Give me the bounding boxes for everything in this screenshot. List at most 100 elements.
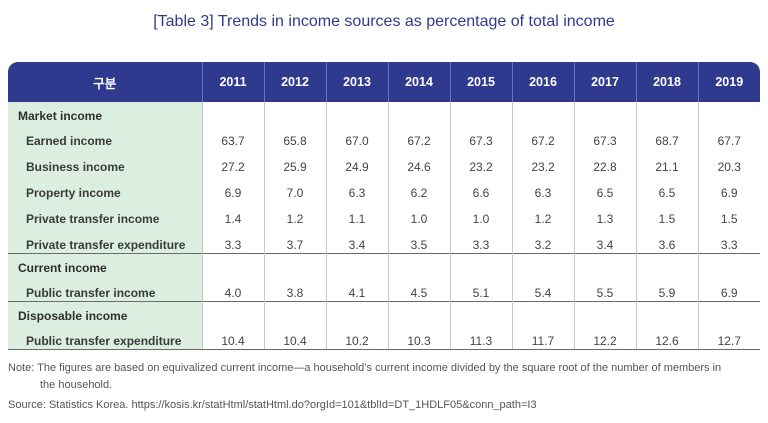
- value-cell: 68.7: [636, 123, 699, 149]
- year-header: 2015: [450, 62, 513, 102]
- value-cell: 10.2: [326, 323, 389, 350]
- value-cell: 6.9: [720, 186, 738, 200]
- empty-cell: [264, 253, 327, 275]
- table-row: Private transfer expenditure 3.3 3.7 3.4 3.5…: [8, 227, 760, 254]
- value-cell: 23.2: [450, 149, 513, 175]
- value-cell: 3.5: [388, 227, 451, 254]
- value-cell: 4.1: [326, 275, 389, 302]
- value-cell: 3.4: [574, 227, 637, 254]
- value-cell: 3.4: [326, 227, 389, 254]
- empty-cell: [326, 253, 389, 275]
- value-cell: 6.2: [388, 175, 451, 201]
- value-cell: 67.3: [574, 123, 637, 149]
- empty-cell: [202, 301, 265, 323]
- empty-cell: [574, 253, 637, 275]
- table-body: Market income Earned income 63.7 65.8 67.0 67…: [8, 102, 760, 350]
- value-cell: 67.3: [450, 123, 513, 149]
- value-cell: 5.1: [450, 275, 513, 302]
- year-header: 2012: [264, 62, 327, 102]
- value-cell: 6.3: [512, 175, 575, 201]
- group-label: Market income: [8, 102, 203, 123]
- empty-cell: [574, 102, 637, 123]
- empty-cell: [202, 102, 265, 123]
- empty-cell: [388, 253, 451, 275]
- group-label: Disposable income: [8, 301, 203, 323]
- corner-header: 구분: [8, 62, 203, 102]
- empty-cell: [264, 301, 327, 323]
- empty-cell: [264, 102, 327, 123]
- empty-cell: [326, 102, 389, 123]
- year-header: 2018: [636, 62, 699, 102]
- value-cell: 20.3: [717, 160, 741, 174]
- value-cell: 65.8: [264, 123, 327, 149]
- value-cell: 1.2: [264, 201, 327, 227]
- value-cell: 25.9: [264, 149, 327, 175]
- row-label: Public transfer expenditure: [8, 323, 203, 350]
- empty-cell: [326, 301, 389, 323]
- table-row: Private transfer income 1.4 1.2 1.1 1.0 1.0 1.…: [8, 201, 760, 227]
- value-cell: 3.3: [202, 227, 265, 254]
- value-cell: 1.1: [326, 201, 389, 227]
- empty-cell: [512, 102, 575, 123]
- year-header: 2011: [202, 62, 265, 102]
- value-cell: 10.4: [264, 323, 327, 350]
- empty-cell: [636, 301, 699, 323]
- empty-cell: [512, 253, 575, 275]
- year-header: 2014: [388, 62, 451, 102]
- value-cell: 3.6: [636, 227, 699, 254]
- source-line: Source: Statistics Korea. https://kosis.…: [8, 399, 537, 411]
- table-note: Note: The figures are based on equivaliz…: [8, 360, 760, 394]
- value-cell: 67.2: [512, 123, 575, 149]
- row-label: Public transfer income: [8, 275, 203, 302]
- year-header: 2017: [574, 62, 637, 102]
- value-cell: 3.2: [512, 227, 575, 254]
- row-label: Earned income: [8, 123, 203, 149]
- value-cell: 1.0: [450, 201, 513, 227]
- empty-cell: [450, 253, 513, 275]
- value-cell: 6.5: [574, 175, 637, 201]
- value-cell: 22.8: [574, 149, 637, 175]
- empty-cell: [388, 301, 451, 323]
- value-cell: 27.2: [202, 149, 265, 175]
- value-cell: 67.0: [326, 123, 389, 149]
- value-cell: 4.0: [202, 275, 265, 302]
- empty-cell: [388, 102, 451, 123]
- income-table: 구분 2011 2012 2013 2014 2015 2016 2017 20…: [8, 62, 760, 350]
- value-cell: 63.7: [202, 123, 265, 149]
- empty-cell: [450, 301, 513, 323]
- value-cell: 7.0: [264, 175, 327, 201]
- empty-cell: [636, 253, 699, 275]
- value-cell: 3.8: [264, 275, 327, 302]
- note-line-2: the household.: [40, 379, 113, 391]
- value-cell: 1.0: [388, 201, 451, 227]
- year-header: 2016: [512, 62, 575, 102]
- value-cell: 3.7: [264, 227, 327, 254]
- value-cell: 1.3: [574, 201, 637, 227]
- row-label: Business income: [8, 149, 203, 175]
- value-cell: 6.6: [450, 175, 513, 201]
- income-table-container: 구분 2011 2012 2013 2014 2015 2016 2017 20…: [8, 62, 760, 350]
- empty-cell: [512, 301, 575, 323]
- value-cell: 6.5: [636, 175, 699, 201]
- table-row: Property income 6.9 7.0 6.3 6.2 6.6 6.3 6.5 6.5 6…: [8, 175, 760, 201]
- row-label: Private transfer income: [8, 201, 203, 227]
- table-row: Earned income 63.7 65.8 67.0 67.2 67.3 67.2 67.…: [8, 123, 760, 149]
- value-cell: 1.4: [202, 201, 265, 227]
- value-cell: 3.3: [450, 227, 513, 254]
- value-cell: 4.5: [388, 275, 451, 302]
- value-cell: 24.9: [326, 149, 389, 175]
- year-header: 2013: [326, 62, 389, 102]
- value-cell: 5.5: [574, 275, 637, 302]
- table-row: Business income 27.2 25.9 24.9 24.6 23.2 23.2 2…: [8, 149, 760, 175]
- value-cell: 67.2: [388, 123, 451, 149]
- table-row: Public transfer expenditure 10.4 10.4 10.2 1…: [8, 323, 760, 350]
- group-label: Current income: [8, 253, 203, 275]
- value-cell: 6.9: [202, 175, 265, 201]
- row-label: Private transfer expenditure: [8, 227, 203, 254]
- group-row: Current income: [8, 253, 760, 275]
- value-cell: 23.2: [512, 149, 575, 175]
- empty-cell: [574, 301, 637, 323]
- empty-cell: [636, 102, 699, 123]
- table-title: [Table 3] Trends in income sources as pe…: [153, 13, 615, 30]
- value-cell: 67.7: [717, 134, 741, 148]
